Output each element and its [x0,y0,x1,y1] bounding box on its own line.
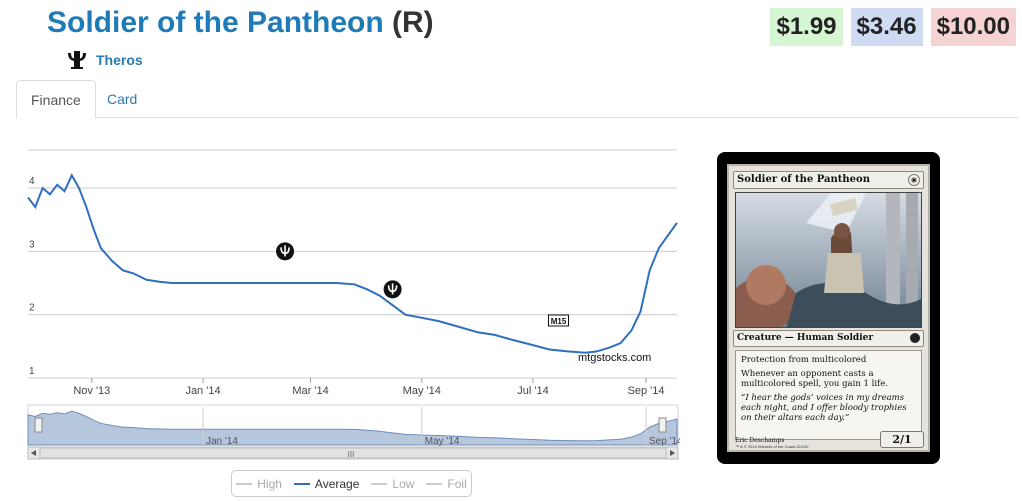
navigator-tick-label: Sep '14 [649,436,680,447]
navigator-area [27,410,678,446]
legend-swatch-average [293,482,310,485]
price-high: $10.00 [930,8,1016,46]
card-type-text: Creature — Human Soldier [737,333,874,343]
tab-finance[interactable]: Finance [16,80,96,119]
y-tick-label: 1 [29,366,35,377]
price-low: $1.99 [770,8,843,46]
card-artwork [735,192,922,328]
tab-card[interactable]: Card [107,91,138,107]
card-artist: Eric Deschamps [735,437,785,444]
legend-item-low[interactable]: Low [371,477,414,491]
legend-swatch-low [371,482,388,485]
set-name-link[interactable]: Theros [96,52,143,68]
chart-watermark: mtgstocks.com [578,352,651,364]
x-axis-ticks: Nov '13 Jan '14 Mar '14 May '14 Jul '14 Sep '… [73,378,664,397]
legend-swatch-high [236,482,253,485]
card-image-title-text: Soldier of the Pantheon [737,174,870,185]
card-rarity: (R) [392,6,434,39]
x-tick-label: Jan '14 [185,385,220,397]
y-tick-label: 3 [29,239,35,250]
card-flavor-text: “I hear the gods’ voices in my dreams ea… [741,393,907,423]
set-symbol-icon [910,333,920,343]
set-marker-journey-into-nyx [383,280,402,299]
card-text-box: Protection from multicolored Whenever an… [735,350,922,440]
price-badges: $1.99 $3.46 $10.00 [770,8,1016,46]
tab-bar: Finance Card [16,80,1018,119]
y-tick-label: 4 [29,176,35,187]
card-name: Soldier of the Pantheon [47,6,384,39]
card-image-title: Soldier of the Pantheon ✳ [733,171,924,189]
series-line-average [27,173,678,354]
legend-swatch-foil [426,482,443,485]
scroll-right-arrow-icon [670,450,675,456]
card-power-toughness: 2/1 [880,431,924,448]
card-copyright: ™ & © 2013 Wizards of the Coast 32/249 [735,444,809,449]
card-rules-1: Protection from multicolored [741,355,867,365]
x-tick-label: Jul '14 [517,385,548,397]
x-tick-label: Mar '14 [292,385,328,397]
set-marker-born-of-the-gods [276,242,295,261]
chart-grid [28,149,677,379]
navigator-tick-label: May '14 [425,436,460,447]
set-line: Theros [66,50,143,70]
legend-item-high[interactable]: High [236,477,282,491]
price-average: $3.46 [850,8,923,46]
x-tick-label: May '14 [403,385,441,397]
navigator-ticks: Jan '14 May '14 Sep '14 [202,407,680,447]
theros-set-icon [68,51,86,69]
chart-navigator: Jan '14 May '14 Sep '14 III [27,404,680,460]
navigator-handle-right [658,417,667,433]
set-release-markers: M15 [276,242,570,327]
white-mana-icon: ✳ [908,174,920,186]
navigator-handle-left [34,417,43,433]
x-tick-label: Sep '14 [628,385,665,397]
legend-item-foil[interactable]: Foil [426,477,467,491]
card-type-line: Creature — Human Soldier [733,330,924,347]
card-image: Soldier of the Pantheon ✳ [717,152,940,464]
y-axis-ticks: 1 2 3 4 [29,176,35,377]
svg-text:M15: M15 [551,317,567,326]
set-marker-magic-2015: M15 [548,314,570,327]
scroll-left-arrow-icon [31,450,36,456]
y-tick-label: 2 [29,303,35,314]
x-tick-label: Nov '13 [73,385,110,397]
card-frame: Soldier of the Pantheon ✳ [727,164,930,452]
legend-item-average[interactable]: Average [293,477,359,491]
page-title: Soldier of the Pantheon (R) [47,6,434,40]
navigator-tick-label: Jan '14 [206,436,238,447]
chart-legend: High Average Low Foil [231,470,472,497]
price-chart: 1 2 3 4 Nov '13 Jan '14 Mar '14 May '14 Jul '14… [27,149,680,460]
card-rules-2: Whenever an opponent casts a multicolore… [741,369,888,389]
scroll-grip: III [348,450,355,459]
